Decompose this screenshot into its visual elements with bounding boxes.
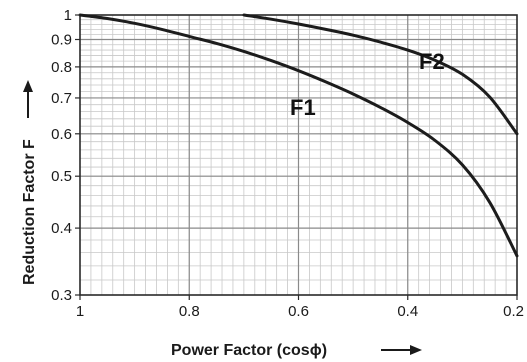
x-axis-arrow: [381, 345, 422, 355]
x-tick-label: 0.8: [179, 303, 200, 320]
y-tick-labels: 1 0.9 0.8 0.7 0.6 0.5 0.4 0.3: [51, 7, 80, 304]
y-tick-label: 0.5: [51, 168, 72, 185]
y-tick-label: 0.4: [51, 220, 72, 237]
series-line-f1: [78, 13, 519, 258]
x-tick-label: 0.6: [288, 303, 309, 320]
x-tick-label: 1: [76, 303, 84, 320]
x-tick-labels: 1 0.8 0.6 0.4 0.2: [76, 295, 524, 320]
major-grid: [80, 15, 517, 295]
curves: [78, 13, 519, 258]
y-tick-label: 0.6: [51, 126, 72, 143]
y-axis-arrow: [23, 80, 33, 118]
x-tick-label: 0.2: [503, 303, 524, 320]
x-axis-title: Power Factor (cosϕ): [171, 342, 327, 359]
series-line-f2: [242, 13, 519, 136]
minor-grid: [80, 15, 517, 295]
y-tick-label: 0.3: [51, 287, 72, 304]
y-tick-label: 0.9: [51, 32, 72, 49]
y-tick-label: 1: [64, 7, 72, 24]
series-label-f1: F1: [290, 95, 316, 120]
y-axis-title: Reduction Factor F: [21, 139, 38, 285]
y-tick-label: 0.7: [51, 90, 72, 107]
y-tick-label: 0.8: [51, 59, 72, 76]
series-label-f2: F2: [419, 49, 445, 74]
x-tick-label: 0.4: [397, 303, 418, 320]
